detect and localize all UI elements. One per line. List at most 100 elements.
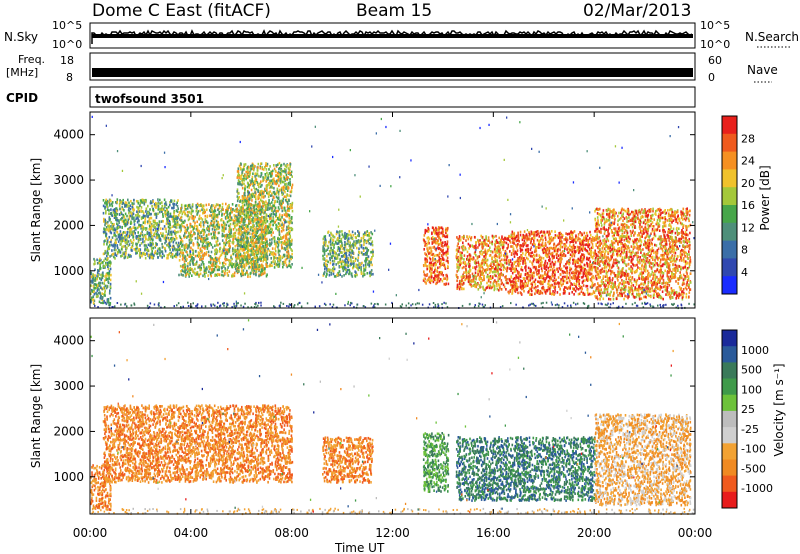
echo-pixel [201,251,203,254]
echo-pixel [244,228,246,232]
echo-pixel [291,249,293,253]
echo-pixel [106,228,109,231]
echo-pixel [253,182,256,186]
echo-pixel [338,232,341,236]
echo-pixel [264,271,266,275]
echo-pixel [105,202,108,206]
echo-pixel [223,212,225,216]
echo-pixel [181,243,184,247]
echo-pixel [196,213,198,216]
scatter-pixel [293,305,295,308]
echo-pixel [115,216,117,220]
echo-pixel [191,214,193,218]
echo-pixel [226,258,229,261]
echo-pixel [260,185,262,188]
echo-pixel [353,264,355,268]
echo-pixel [268,168,270,171]
echo-pixel [176,250,179,253]
echo-pixel [257,258,259,262]
echo-pixel [443,251,446,255]
echo-pixel [225,241,228,245]
echo-pixel [158,237,161,241]
echo-pixel [272,191,275,194]
echo-pixel [107,224,109,228]
echo-pixel [208,224,211,228]
echo-pixel [443,234,445,237]
echo-pixel [102,274,104,277]
echo-pixel [251,257,254,261]
echo-pixel [110,199,112,203]
echo-pixel [338,240,341,243]
echo-pixel [276,263,278,267]
echo-pixel [239,247,242,251]
echo-pixel [440,262,443,266]
scatter-pixel [499,306,502,309]
echo-pixel [360,268,362,271]
echo-pixel [254,165,256,168]
echo-pixel [271,264,273,267]
echo-pixel [106,300,109,304]
echo-pixel [432,252,435,256]
echo-pixel [264,173,267,176]
echo-pixel [322,247,324,250]
echo-pixel [124,223,127,226]
echo-pixel [268,229,271,233]
scatter-pixel [126,305,128,308]
echo-pixel [278,184,280,188]
scatter-pixel [473,306,476,308]
echo-pixel [248,200,250,204]
echo-pixel [242,271,244,275]
echo-pixel [159,207,161,211]
echo-pixel [262,228,264,232]
echo-pixel [280,244,283,247]
echo-pixel [239,177,242,180]
echo-pixel [196,211,199,215]
echo-pixel [334,257,336,260]
echo-pixel [211,228,214,231]
echo-pixel [272,204,274,207]
echo-pixel [254,181,256,184]
echo-pixel [136,213,139,217]
scatter-pixel [216,305,218,308]
echo-pixel [110,208,112,211]
echo-pixel [106,261,109,265]
echo-pixel [102,204,105,208]
echo-pixel [328,270,331,274]
echo-pixel [286,205,289,209]
echo-pixel [172,248,174,251]
echo-pixel [370,231,372,234]
echo-pixel [225,208,227,212]
echo-pixel [179,264,182,268]
echo-pixel [203,269,206,272]
echo-pixel [210,264,213,267]
echo-pixel [95,295,98,299]
echo-pixel [251,226,254,229]
echo-pixel [92,295,95,298]
echo-pixel [234,267,237,270]
echo-pixel [431,240,434,244]
echo-pixel [248,217,250,221]
echo-pixel [440,248,442,252]
echo-pixel [263,254,266,257]
echo-pixel [250,253,252,257]
echo-pixel [189,225,191,229]
echo-pixel [122,198,124,202]
echo-pixel [348,253,350,257]
echo-pixel [249,183,252,187]
echo-pixel [278,253,280,257]
echo-pixel [191,248,194,252]
echo-pixel [133,216,135,219]
echo-pixel [90,284,92,287]
echo-pixel [260,242,262,245]
echo-pixel [442,251,444,254]
echo-pixel [275,211,277,214]
echo-pixel [228,206,230,209]
echo-pixel [257,190,259,193]
echo-pixel [286,189,289,192]
echo-pixel [154,251,156,255]
echo-pixel [244,233,247,237]
echo-pixel [358,264,360,267]
echo-pixel [132,238,135,242]
echo-pixel [367,249,370,252]
echo-pixel [432,280,435,284]
